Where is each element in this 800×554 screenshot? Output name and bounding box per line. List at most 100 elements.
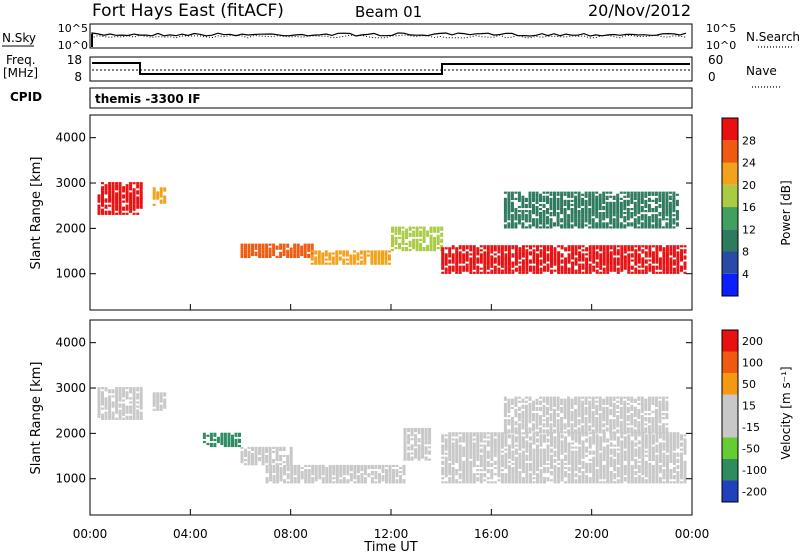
data-cell bbox=[521, 259, 525, 262]
data-cell bbox=[500, 255, 504, 258]
data-cell bbox=[293, 253, 297, 256]
data-cell bbox=[455, 442, 459, 445]
data-cell bbox=[429, 228, 433, 231]
data-cell bbox=[619, 400, 623, 403]
data-cell bbox=[640, 404, 644, 407]
data-cell bbox=[641, 469, 645, 472]
data-cell bbox=[265, 255, 269, 258]
data-cell bbox=[584, 398, 588, 401]
data-cell bbox=[613, 249, 617, 252]
data-cell bbox=[585, 265, 589, 268]
data-cell bbox=[661, 208, 665, 211]
freq-panel-frame bbox=[89, 56, 693, 82]
data-cell bbox=[598, 404, 602, 407]
data-cell bbox=[560, 191, 564, 194]
data-cell bbox=[514, 413, 518, 416]
data-cell bbox=[620, 440, 624, 443]
data-cell bbox=[391, 230, 394, 233]
data-cell bbox=[139, 182, 143, 185]
data-cell bbox=[630, 413, 634, 416]
data-cell bbox=[227, 438, 231, 441]
data-cell bbox=[254, 450, 258, 453]
data-cell bbox=[486, 251, 490, 254]
data-cell bbox=[101, 194, 104, 197]
data-cell bbox=[392, 479, 395, 482]
data-cell bbox=[668, 214, 672, 217]
data-cell bbox=[574, 434, 578, 437]
data-cell bbox=[359, 262, 363, 265]
data-cell bbox=[574, 452, 578, 455]
data-cell bbox=[602, 458, 606, 461]
data-cell bbox=[529, 458, 532, 461]
data-cell bbox=[521, 469, 525, 472]
data-cell bbox=[595, 460, 599, 463]
data-cell bbox=[525, 261, 529, 264]
data-cell bbox=[560, 247, 564, 250]
data-cell bbox=[524, 205, 528, 209]
data-cell bbox=[647, 222, 651, 225]
data-cell bbox=[353, 475, 357, 478]
data-cell bbox=[152, 394, 156, 397]
data-cell bbox=[441, 456, 445, 459]
data-cell bbox=[521, 203, 525, 207]
data-cell bbox=[644, 446, 648, 449]
data-cell bbox=[623, 442, 627, 445]
data-cell bbox=[118, 391, 122, 394]
data-cell bbox=[563, 193, 567, 196]
data-cell bbox=[627, 446, 631, 449]
data-cell bbox=[627, 263, 631, 266]
data-cell bbox=[634, 479, 638, 482]
data-cell bbox=[669, 247, 673, 250]
data-cell bbox=[651, 452, 655, 455]
data-cell bbox=[557, 434, 561, 437]
data-cell bbox=[602, 408, 606, 412]
data-cell bbox=[644, 417, 648, 420]
data-cell bbox=[261, 448, 265, 451]
data-cell bbox=[571, 477, 575, 480]
data-cell bbox=[623, 450, 627, 453]
data-cell bbox=[658, 454, 662, 457]
data-cell bbox=[469, 464, 473, 468]
data-cell bbox=[338, 252, 342, 255]
data-cell bbox=[318, 471, 322, 474]
data-cell bbox=[518, 253, 522, 256]
data-cell bbox=[101, 401, 104, 404]
data-cell bbox=[122, 190, 126, 193]
data-cell bbox=[595, 423, 599, 426]
data-cell bbox=[118, 182, 122, 185]
data-cell bbox=[414, 456, 418, 459]
data-cell bbox=[529, 446, 532, 449]
data-cell bbox=[549, 197, 553, 200]
data-cell bbox=[497, 255, 501, 258]
data-cell bbox=[584, 208, 588, 211]
data-cell bbox=[578, 466, 582, 470]
data-cell bbox=[623, 396, 627, 399]
data-cell bbox=[599, 466, 603, 470]
data-cell bbox=[553, 402, 556, 405]
data-cell bbox=[524, 425, 528, 428]
data-cell bbox=[675, 203, 679, 207]
data-cell bbox=[655, 436, 659, 439]
data-cell bbox=[676, 253, 680, 256]
data-cell bbox=[606, 466, 610, 470]
data-cell bbox=[623, 415, 627, 418]
data-cell bbox=[585, 481, 589, 484]
data-cell bbox=[634, 462, 638, 465]
data-cell bbox=[539, 269, 543, 272]
data-cell bbox=[417, 446, 421, 449]
data-cell bbox=[585, 257, 589, 260]
data-cell bbox=[444, 434, 448, 437]
data-cell bbox=[595, 210, 599, 213]
data-cell bbox=[640, 406, 644, 409]
data-cell bbox=[433, 228, 437, 231]
data-cell bbox=[455, 249, 459, 252]
data-cell bbox=[469, 460, 473, 463]
data-cell bbox=[564, 249, 568, 252]
data-cell bbox=[567, 220, 571, 223]
data-cell bbox=[497, 257, 501, 260]
data-cell bbox=[483, 434, 487, 437]
data-cell bbox=[356, 475, 360, 478]
data-cell bbox=[675, 199, 679, 202]
data-cell bbox=[532, 462, 536, 465]
